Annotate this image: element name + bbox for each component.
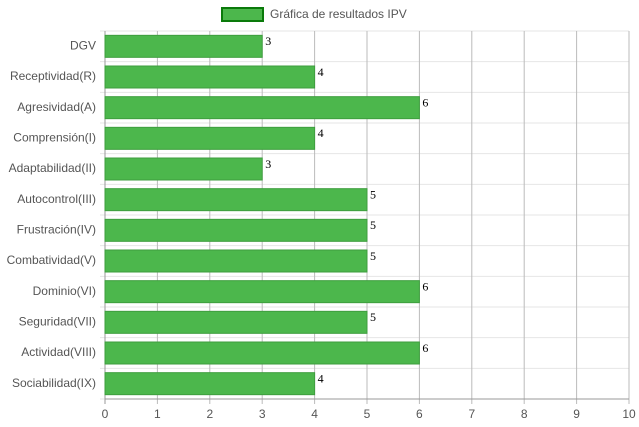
x-tick-label: 2 xyxy=(206,407,213,421)
value-label: 4 xyxy=(318,65,324,79)
x-tick-label: 9 xyxy=(573,407,580,421)
bar xyxy=(104,341,420,365)
x-tick-label: 6 xyxy=(416,407,423,421)
y-tick-label: Combatividad(V) xyxy=(7,253,96,267)
y-tick-label: Actividad(VIII) xyxy=(21,345,96,359)
x-tick-label: 1 xyxy=(154,407,161,421)
y-tick-label: Autocontrol(III) xyxy=(17,192,96,206)
bar xyxy=(104,126,316,150)
y-tick-label: Agresividad(A) xyxy=(17,100,96,114)
y-tick-label: Seguridad(VII) xyxy=(19,315,96,329)
y-tick-label: Adaptabilidad(II) xyxy=(9,161,96,175)
x-tick-label: 5 xyxy=(364,407,371,421)
value-label: 5 xyxy=(370,310,376,324)
bar xyxy=(104,157,263,181)
value-label: 4 xyxy=(318,371,324,385)
x-tick-label: 7 xyxy=(468,407,475,421)
y-tick-label: Sociabilidad(IX) xyxy=(12,376,96,390)
bar xyxy=(104,65,316,89)
bar xyxy=(104,34,263,58)
value-label: 3 xyxy=(265,157,271,171)
value-label: 5 xyxy=(370,218,376,232)
x-tick-label: 10 xyxy=(622,407,636,421)
value-label: 4 xyxy=(318,126,324,140)
x-tick-label: 3 xyxy=(259,407,266,421)
y-tick-label: Comprensión(I) xyxy=(13,131,96,145)
bar xyxy=(104,218,368,242)
x-tick-label: 8 xyxy=(521,407,528,421)
value-label: 6 xyxy=(422,341,428,355)
y-tick-label: DGV xyxy=(70,39,96,53)
value-label: 6 xyxy=(422,95,428,109)
y-tick-label: Receptividad(R) xyxy=(10,69,96,83)
bar xyxy=(104,188,368,212)
bar xyxy=(104,249,368,273)
value-label: 3 xyxy=(265,34,271,48)
legend-label: Gráfica de resultados IPV xyxy=(270,7,407,21)
bar xyxy=(104,372,316,396)
bar xyxy=(104,280,420,304)
y-tick-label: Dominio(VI) xyxy=(33,284,96,298)
value-label: 5 xyxy=(370,249,376,263)
bar xyxy=(104,96,420,120)
y-tick-label: Frustración(IV) xyxy=(17,223,96,237)
x-tick-label: 4 xyxy=(311,407,318,421)
x-tick-label: 0 xyxy=(102,407,109,421)
value-label: 6 xyxy=(422,279,428,293)
bar xyxy=(104,310,368,334)
value-label: 5 xyxy=(370,187,376,201)
legend-swatch xyxy=(221,7,264,22)
